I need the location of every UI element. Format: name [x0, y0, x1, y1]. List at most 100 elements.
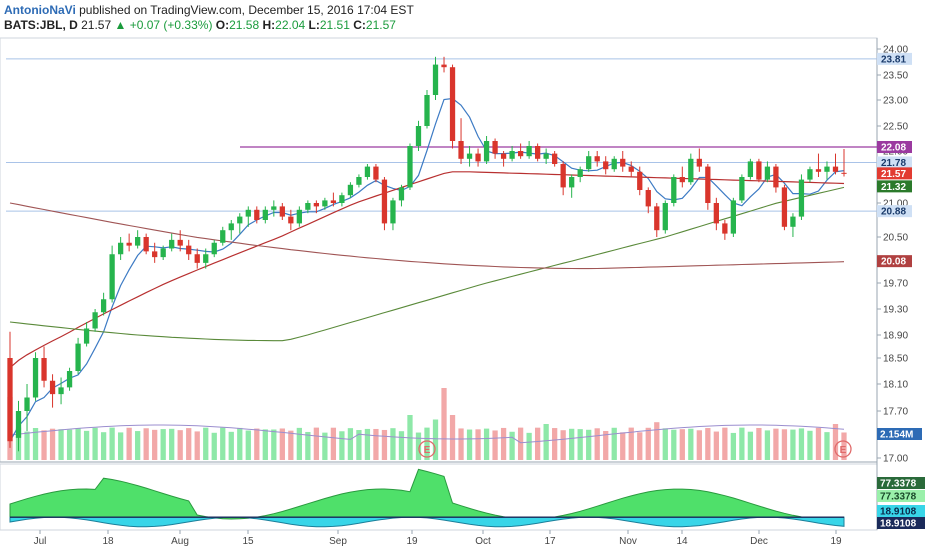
candle-body [160, 248, 166, 258]
candle [543, 148, 549, 164]
candle-body [424, 95, 430, 126]
candle [432, 56, 439, 100]
volume-bar [364, 428, 371, 460]
volume-label: 2.154M [877, 428, 922, 441]
volume-bar [841, 432, 847, 460]
candle [611, 156, 617, 172]
candle-body [75, 343, 81, 371]
oscillator-label: 77.3378 [877, 490, 925, 503]
volume-bar [509, 431, 515, 460]
candle [407, 143, 413, 190]
author-link[interactable]: AntonioNaVi [4, 3, 76, 17]
price-change: ▲ +0.07 (+0.33%) [114, 18, 213, 32]
candle [773, 164, 779, 193]
candle-body [611, 158, 617, 170]
candle [347, 182, 354, 198]
volume-bar [245, 430, 251, 460]
candle [271, 200, 277, 217]
candle [356, 174, 362, 188]
candle [730, 197, 737, 237]
volume-bar [832, 424, 839, 460]
candle [194, 248, 200, 269]
volume-bar [143, 428, 149, 460]
volume-bar [160, 429, 166, 460]
candle [398, 184, 405, 207]
candle [688, 153, 694, 185]
volume-bar [279, 428, 285, 460]
candle [552, 151, 558, 167]
candle [109, 245, 115, 303]
candle-body [203, 254, 209, 263]
candle-body [807, 169, 813, 180]
oscillator-label-box [877, 477, 925, 489]
candle [126, 233, 132, 252]
time-tick-label: 19 [830, 536, 842, 547]
candle-body [620, 158, 626, 167]
candle-body [58, 387, 64, 395]
price-label-text: 20.08 [881, 257, 906, 268]
candle [364, 164, 371, 180]
close-label: C: [353, 18, 366, 32]
volume-bar [637, 432, 643, 460]
candle [83, 322, 90, 347]
candle [492, 138, 498, 159]
candle-body [415, 126, 422, 146]
candle [24, 384, 30, 432]
candle-body [577, 169, 583, 177]
ma-short-line [9, 97, 845, 442]
price-label-line: 20.88 [877, 205, 912, 218]
candle [807, 166, 813, 183]
candle-body [296, 209, 302, 224]
volume-bar [560, 430, 566, 460]
candle [483, 136, 490, 164]
volume-bar [798, 428, 805, 460]
volume-bar [713, 431, 719, 460]
volume-bar [441, 388, 447, 460]
oscillator-label-box [877, 505, 925, 517]
volume-bar [228, 431, 234, 460]
volume-bar [790, 429, 796, 460]
candle-body [552, 153, 558, 164]
candle-body [432, 64, 439, 95]
candle-body [186, 245, 192, 255]
candle-body [679, 177, 685, 183]
price-tick-label: 18.10 [883, 380, 908, 391]
candle-body [398, 187, 405, 201]
time-tick-label: Dec [750, 536, 768, 547]
oscillator-green-area [9, 468, 845, 520]
symbol-header: BATS:JBL, D 21.57 ▲ +0.07 (+0.33%) O:21.… [4, 17, 396, 33]
candle-body [356, 177, 362, 185]
candle-body [603, 161, 609, 170]
candle-body [798, 179, 805, 217]
candle-body [364, 166, 371, 177]
candle [203, 248, 209, 269]
volume-bar [49, 428, 56, 460]
candle [756, 158, 762, 183]
candle-body [688, 158, 694, 183]
candle-body [475, 153, 481, 162]
price-label-box [877, 255, 912, 268]
candle [211, 239, 217, 258]
publish-text: published on TradingView.com, December 1… [75, 3, 414, 17]
volume-bar [66, 429, 73, 460]
volume-bar [313, 427, 320, 460]
candle [781, 184, 788, 231]
price-label-line: 21.78 [877, 156, 912, 169]
volume-bar [569, 428, 575, 460]
price-tick-label: 23.00 [883, 96, 908, 107]
candle-body [781, 187, 788, 227]
candle [92, 309, 98, 332]
candle [713, 197, 719, 231]
moving-averages [9, 97, 845, 442]
candle-body [83, 328, 90, 344]
candle-body [713, 203, 719, 224]
candle [296, 206, 302, 227]
candle-body [143, 237, 149, 252]
candle [322, 197, 328, 210]
candle [722, 220, 728, 240]
candle [569, 174, 575, 198]
candle-body [637, 171, 643, 190]
candle-body [645, 190, 651, 207]
